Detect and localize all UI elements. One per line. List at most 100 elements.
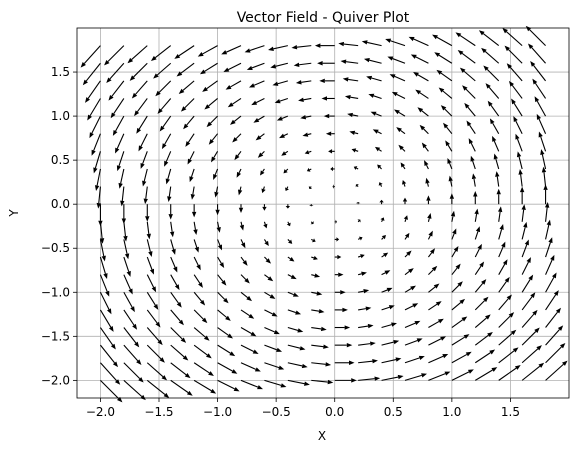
vector-arrow: [272, 80, 289, 86]
vector-arrow: [99, 292, 112, 315]
vector-arrow: [174, 45, 195, 59]
vector-arrow: [355, 184, 359, 188]
vector-arrow: [378, 182, 383, 187]
vector-arrow: [298, 97, 312, 102]
vector-arrow: [493, 153, 500, 170]
vector-arrow: [389, 74, 406, 82]
vector-arrow: [217, 362, 238, 374]
vector-arrow: [381, 322, 397, 329]
vector-arrow: [230, 115, 242, 125]
vector-arrow: [240, 291, 252, 302]
vector-arrow: [516, 151, 523, 170]
vector-arrow: [309, 204, 314, 207]
vector-arrow: [240, 239, 246, 249]
vector-arrow: [404, 250, 412, 258]
vector-arrow: [121, 204, 127, 224]
vector-arrow: [136, 115, 148, 134]
vector-arrow: [445, 140, 453, 152]
vector-arrow: [462, 85, 476, 99]
vector-arrow: [404, 338, 423, 346]
vector-arrow: [80, 45, 101, 68]
vector-arrow: [263, 221, 268, 229]
vector-arrow: [358, 306, 372, 311]
vector-arrow: [202, 80, 218, 92]
vector-arrow: [498, 329, 517, 346]
vector-arrow: [99, 327, 116, 350]
x-tick-label: −1.5: [144, 405, 173, 419]
vector-arrow: [110, 98, 125, 119]
vector-arrow: [193, 327, 210, 341]
vector-arrow: [168, 204, 173, 220]
vector-arrow: [540, 149, 547, 170]
vector-arrow: [146, 221, 151, 240]
vector-arrow: [521, 221, 528, 240]
vector-arrow: [451, 369, 474, 381]
vector-arrow: [99, 239, 106, 262]
vector-arrow: [244, 45, 265, 53]
vector-arrow: [474, 349, 496, 364]
vector-arrow: [381, 305, 395, 311]
vector-arrow: [321, 96, 335, 101]
vector-arrow: [381, 374, 404, 381]
vector-arrow: [123, 362, 144, 383]
vector-arrow: [470, 155, 476, 170]
vector-arrow: [208, 133, 219, 145]
vector-arrow: [545, 307, 561, 328]
vector-arrow: [450, 210, 456, 222]
vector-arrow: [146, 291, 159, 310]
vector-arrow: [240, 309, 255, 319]
vector-arrow: [357, 254, 365, 259]
vector-arrow: [379, 199, 384, 205]
vector-arrow: [424, 160, 429, 170]
vector-arrow: [358, 376, 381, 381]
vector-arrow: [310, 221, 314, 225]
x-tick-label: 0.5: [384, 405, 403, 419]
vector-arrow: [300, 115, 312, 120]
vector-arrow: [146, 274, 157, 293]
vector-arrow: [475, 367, 498, 381]
vector-arrow: [287, 239, 293, 244]
vector-arrow: [436, 69, 453, 82]
vector-arrow: [99, 309, 114, 332]
vector-arrow: [502, 28, 523, 47]
vector-arrow: [451, 228, 457, 240]
vector-arrow: [157, 98, 172, 114]
vector-arrow: [287, 291, 299, 297]
vector-arrow: [358, 323, 374, 329]
vector-arrow: [466, 120, 476, 135]
vector-arrow: [240, 362, 261, 372]
vector-arrow: [358, 289, 370, 294]
vector-arrow: [225, 80, 242, 90]
vector-arrow: [492, 135, 500, 152]
vector-arrow: [448, 175, 453, 187]
vector-arrow: [217, 239, 222, 251]
vector-arrow: [527, 43, 546, 64]
vector-arrow: [344, 95, 359, 100]
vector-arrow: [366, 75, 382, 82]
vector-arrow: [146, 256, 155, 275]
vector-arrow: [178, 80, 195, 95]
vector-arrow: [170, 344, 189, 361]
vector-arrow: [534, 96, 547, 117]
vector-arrow: [428, 353, 449, 364]
vector-arrow: [215, 204, 220, 216]
vector-arrow: [159, 115, 172, 132]
vector-arrow: [257, 150, 265, 158]
vector-arrow: [449, 193, 455, 205]
vector-arrow: [380, 217, 385, 223]
vector-arrow: [293, 62, 312, 67]
arrow-layer: [80, 25, 568, 403]
x-axis-label: X: [318, 429, 326, 443]
vector-arrow: [498, 294, 512, 311]
vector-arrow: [193, 291, 206, 306]
vector-arrow: [421, 142, 429, 152]
vector-arrow: [338, 41, 359, 47]
vector-arrow: [474, 279, 487, 293]
vector-arrow: [268, 45, 288, 51]
vector-arrow: [232, 133, 242, 143]
vector-arrow: [381, 270, 391, 276]
grid: [77, 28, 569, 398]
vector-arrow: [264, 256, 272, 264]
vector-arrow: [387, 56, 406, 64]
vector-arrow: [164, 151, 172, 167]
